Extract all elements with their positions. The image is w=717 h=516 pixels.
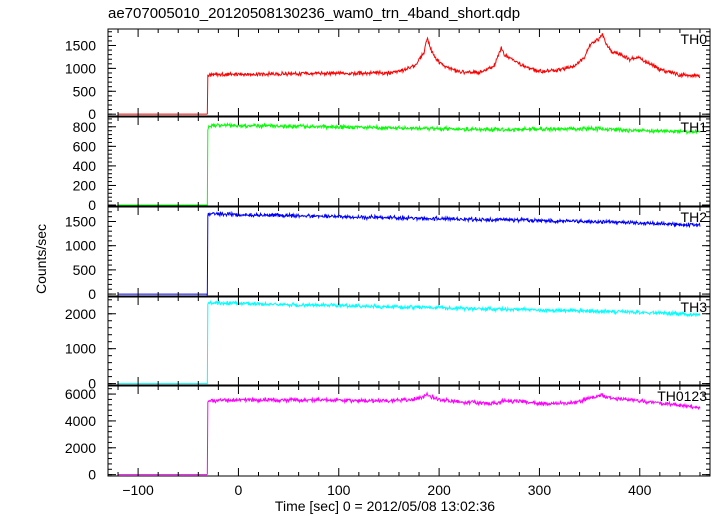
- y-tick-label: 500: [73, 262, 97, 278]
- y-tick-label: 0: [88, 376, 96, 392]
- series-line-th0: [118, 33, 701, 115]
- series-line-th3: [118, 299, 701, 385]
- y-tick-label: 0: [88, 467, 96, 483]
- y-tick-label: 0: [88, 286, 96, 302]
- panel-th0123: 0 2000 4000 6000 TH0123: [65, 385, 711, 483]
- y-tick-label: 500: [73, 83, 97, 99]
- x-tick-label: −100: [122, 482, 154, 498]
- y-tick-label: 0: [88, 106, 96, 122]
- x-tick-label: 0: [235, 482, 243, 498]
- panel-frame: [107, 206, 711, 297]
- y-tick-label: 2000: [65, 440, 96, 456]
- panel-frame: [107, 296, 711, 386]
- series-line-th2: [118, 210, 701, 296]
- y-tick-label: 0: [88, 197, 96, 213]
- series-label-th0123: TH0123: [657, 388, 707, 404]
- y-tick-label: 4000: [65, 413, 96, 429]
- x-tick-label: 200: [427, 482, 451, 498]
- y-tick-label: 600: [73, 138, 97, 154]
- y-tick-label: 800: [73, 119, 97, 135]
- panel-th1: 0 200 400 600 800 TH1: [73, 116, 711, 213]
- y-tick-label: 6000: [65, 386, 96, 402]
- y-tick-label: 400: [73, 158, 97, 174]
- series-label-th2: TH2: [681, 209, 708, 225]
- series-label-th0: TH0: [681, 31, 708, 47]
- x-axis-label: Time [sec] 0 = 2012/05/08 13:02:36: [275, 498, 495, 514]
- series-line-th1: [118, 121, 701, 207]
- y-tick-label: 1500: [65, 37, 96, 53]
- panel-th3: 0 1000 2000 TH3: [65, 296, 711, 392]
- x-tick-label: 400: [628, 482, 652, 498]
- x-tick-label: 100: [327, 482, 351, 498]
- y-tick-label: 1000: [65, 341, 96, 357]
- y-tick-label: 1000: [65, 238, 96, 254]
- series-label-th1: TH1: [681, 119, 708, 135]
- series-label-th3: TH3: [681, 299, 708, 315]
- panel-frame: [107, 385, 711, 477]
- y-tick-label: 1500: [65, 214, 96, 230]
- panel-th2: 0 500 1000 1500 TH2: [65, 206, 711, 302]
- y-tick-label: 200: [73, 177, 97, 193]
- y-tick-label: 1000: [65, 60, 96, 76]
- x-tick-label: 300: [528, 482, 552, 498]
- y-axis-label: Counts/sec: [33, 224, 49, 294]
- panel-frame: [107, 28, 711, 117]
- y-tick-label: 2000: [65, 306, 96, 322]
- series-line-th0123: [118, 391, 701, 476]
- panel-th0: 0 500 1000 1500 TH0: [65, 28, 711, 122]
- chart-title: ae707005010_20120508130236_wam0_trn_4ban…: [108, 5, 520, 22]
